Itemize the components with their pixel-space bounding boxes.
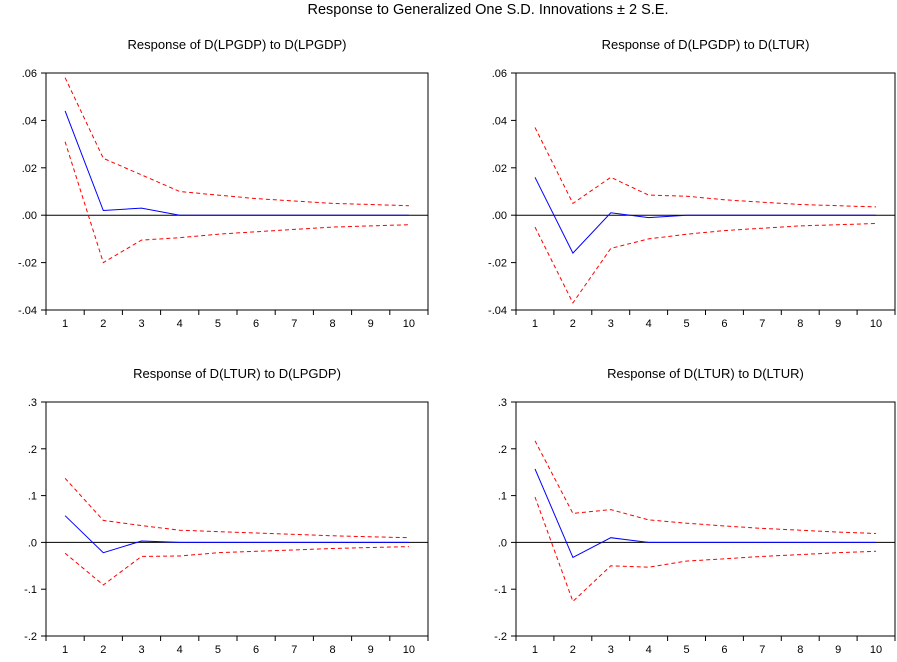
upper-band-line [534, 440, 877, 534]
x-tick-label: 7 [759, 318, 765, 330]
y-tick-label: .2 [28, 444, 37, 456]
x-tick-label: 4 [646, 644, 652, 656]
x-tick-label: 1 [532, 644, 538, 656]
y-tick-label: .00 [22, 210, 37, 222]
y-tick-label: .0 [28, 537, 37, 549]
figure-title: Response to Generalized One S.D. Innovat… [308, 2, 669, 18]
lower-band-line [534, 223, 877, 304]
y-tick-label: .02 [492, 163, 507, 175]
upper-band-line [64, 477, 409, 539]
y-tick-label: -.02 [488, 258, 507, 270]
irf-panel-1: Response of D(LPGDP) to D(LPGDP) -.04 -.02… [18, 37, 429, 330]
panel-title: Response of D(LPGDP) to D(LTUR) [602, 37, 810, 52]
panel-title: Response of D(LPGDP) to D(LPGDP) [128, 37, 347, 52]
x-tick-label: 2 [100, 644, 106, 656]
y-tick-label: -.2 [24, 631, 37, 643]
y-tick-label: .3 [498, 397, 507, 409]
x-tick-label: 3 [608, 318, 614, 330]
x-tick-label: 2 [570, 644, 576, 656]
irf-panel-3: Response of D(LTUR) to D(LPGDP) -.2 -.1 .0.… [24, 366, 429, 656]
plot-frame [45, 401, 429, 637]
y-tick-label: .04 [22, 115, 37, 127]
x-tick-label: 5 [683, 318, 689, 330]
x-tick-label: 3 [608, 644, 614, 656]
plot-frame [45, 72, 429, 311]
x-tick-label: 7 [291, 644, 297, 656]
x-tick-label: 2 [100, 318, 106, 330]
upper-band-line [534, 127, 877, 208]
lower-band-line [64, 546, 409, 586]
lower-band-line [534, 496, 877, 603]
panel-title: Response of D(LTUR) to D(LPGDP) [133, 366, 341, 381]
x-tick-label: 4 [177, 644, 183, 656]
response-line [64, 110, 409, 216]
x-tick-label: 6 [253, 318, 259, 330]
panel-title: Response of D(LTUR) to D(LTUR) [607, 366, 804, 381]
x-tick-label: 8 [797, 318, 803, 330]
x-tick-label: 10 [403, 644, 415, 656]
y-tick-label: .04 [492, 115, 507, 127]
x-tick-label: 7 [759, 644, 765, 656]
x-tick-label: 9 [835, 318, 841, 330]
x-tick-label: 10 [403, 318, 415, 330]
y-tick-label: -.04 [18, 305, 37, 317]
y-tick-label: .06 [492, 68, 507, 80]
x-tick-label: 5 [683, 644, 689, 656]
x-tick-label: 9 [835, 644, 841, 656]
x-tick-label: 1 [532, 318, 538, 330]
x-tick-label: 4 [177, 318, 183, 330]
x-tick-label: 10 [870, 318, 882, 330]
irf-panel-2: Response of D(LPGDP) to D(LTUR) -.04 -.02.… [488, 37, 896, 330]
plot-frame [515, 72, 896, 311]
x-tick-label: 6 [721, 318, 727, 330]
plot-frame [515, 401, 896, 637]
y-tick-label: -.02 [18, 258, 37, 270]
x-tick-label: 3 [138, 318, 144, 330]
x-tick-label: 10 [870, 644, 882, 656]
response-line [534, 177, 876, 254]
x-tick-label: 8 [329, 644, 335, 656]
x-tick-label: 4 [646, 318, 652, 330]
x-tick-label: 6 [253, 644, 259, 656]
x-tick-label: 1 [62, 644, 68, 656]
x-tick-label: 3 [138, 644, 144, 656]
response-line [64, 515, 409, 554]
x-tick-label: 6 [721, 644, 727, 656]
lower-band-line [64, 141, 409, 264]
x-tick-label: 8 [797, 644, 803, 656]
response-line [534, 468, 876, 559]
irf-panel-4: Response of D(LTUR) to D(LTUR) -.2 -.1 .0 .1… [494, 366, 896, 656]
y-tick-label: .3 [28, 397, 37, 409]
x-tick-label: 1 [62, 318, 68, 330]
y-tick-label: .02 [22, 163, 37, 175]
x-tick-label: 7 [291, 318, 297, 330]
y-tick-label: -.2 [494, 631, 507, 643]
y-tick-label: .0 [498, 537, 507, 549]
y-tick-label: -.1 [494, 584, 507, 596]
y-tick-label: .2 [498, 444, 507, 456]
x-tick-label: 9 [368, 318, 374, 330]
x-tick-label: 2 [570, 318, 576, 330]
y-tick-label: .1 [28, 491, 37, 503]
y-tick-label: .00 [492, 210, 507, 222]
x-tick-label: 8 [329, 318, 335, 330]
x-tick-label: 9 [368, 644, 374, 656]
y-tick-label: -.1 [24, 584, 37, 596]
y-tick-label: -.04 [488, 305, 507, 317]
x-tick-label: 5 [215, 318, 221, 330]
y-tick-label: .1 [498, 491, 507, 503]
upper-band-line [64, 77, 409, 207]
y-tick-label: .06 [22, 68, 37, 80]
x-tick-label: 5 [215, 644, 221, 656]
